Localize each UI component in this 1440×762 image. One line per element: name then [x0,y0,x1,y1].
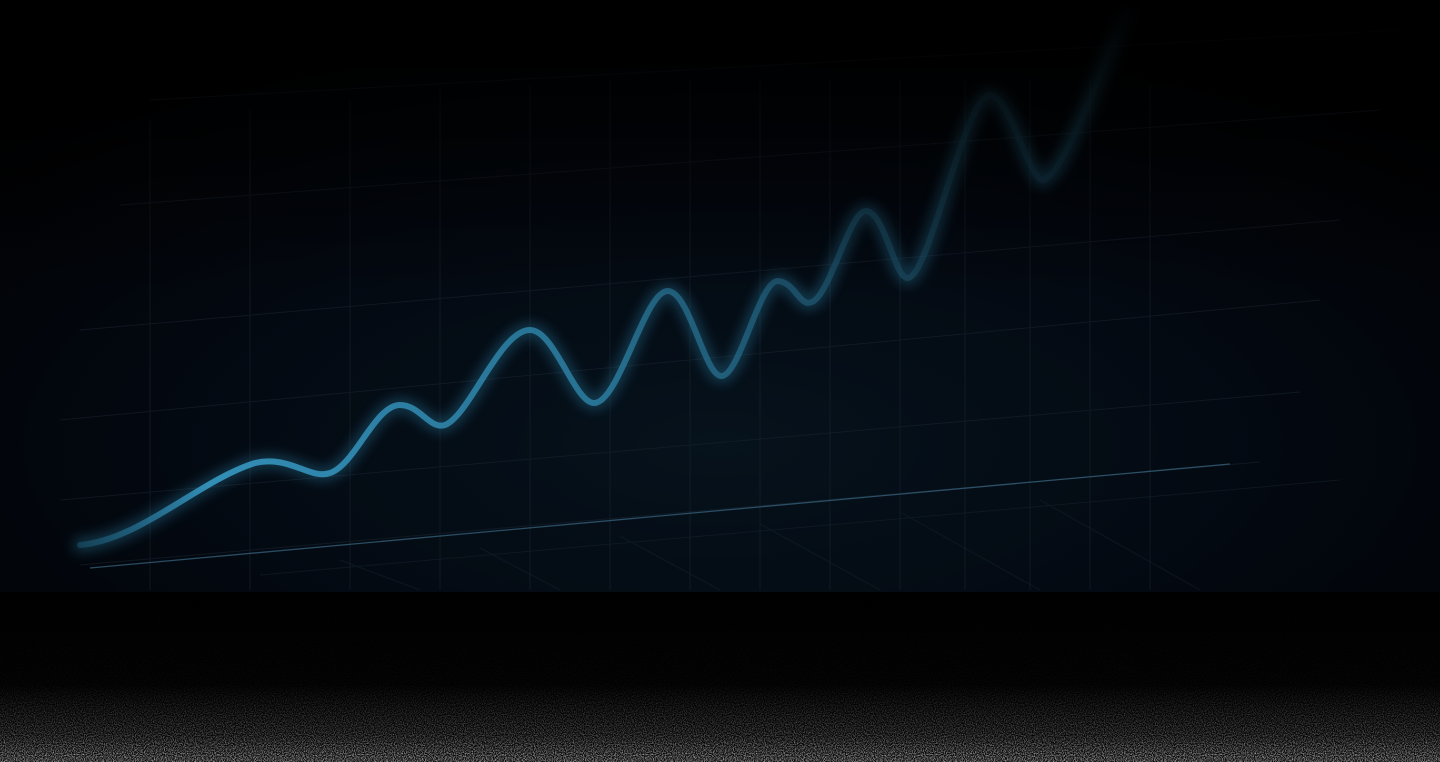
grain-overlay [0,592,1440,762]
top-fade [0,0,1440,592]
